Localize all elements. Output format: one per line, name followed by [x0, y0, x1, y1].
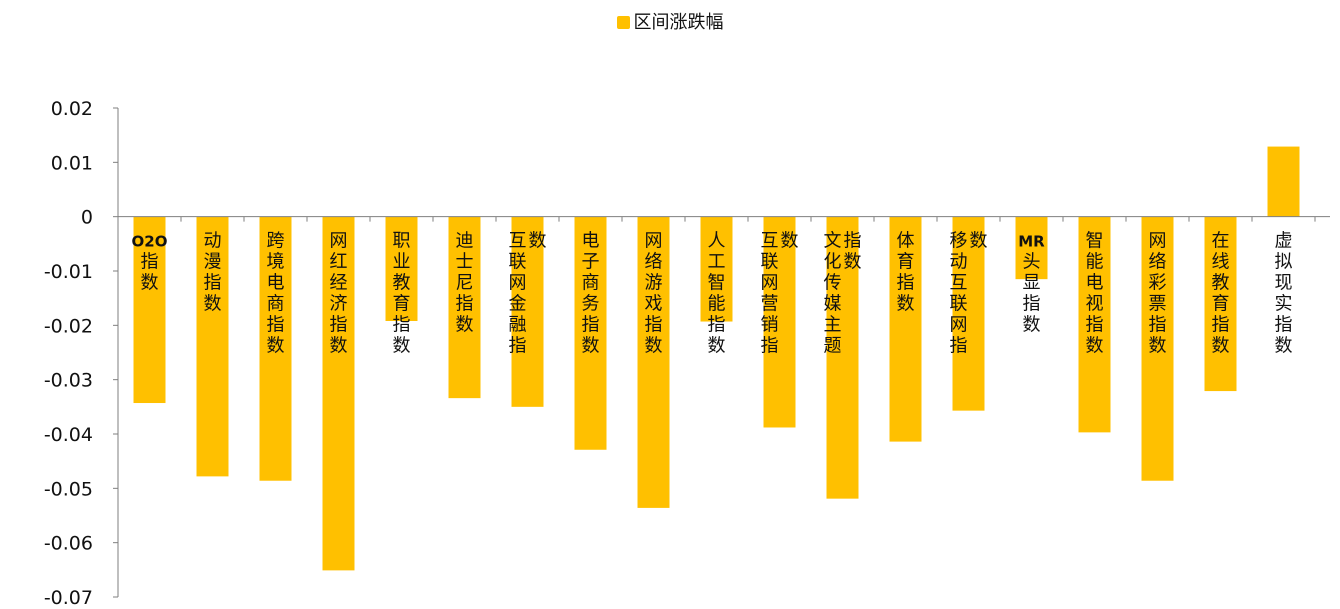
y-tick-label: -0.05 [44, 478, 93, 500]
category-label: 动漫指数 [204, 231, 222, 315]
y-tick-label: 0 [81, 207, 93, 229]
category-label: 移动互联网指数 [950, 231, 988, 357]
legend-label: 区间涨跌幅 [633, 12, 724, 33]
y-tick-label: -0.03 [44, 370, 93, 392]
bar [448, 216, 481, 399]
legend-swatch [616, 16, 630, 29]
bar [826, 216, 859, 499]
category-label: 人工智能指数 [708, 231, 726, 357]
y-tick-label: 0.01 [51, 152, 93, 174]
category-label: 互联网金融指数 [509, 231, 547, 357]
category-label: 文化传媒主题指数 [824, 231, 862, 357]
category-label: MR 头显指数 [1018, 233, 1045, 336]
bar [196, 216, 229, 477]
category-label: 网红经济指数 [330, 231, 348, 357]
legend: 区间涨跌幅 [0, 8, 1340, 34]
y-tick-label: -0.06 [44, 533, 93, 555]
bar [763, 216, 796, 428]
bar [259, 216, 292, 481]
bar [1141, 216, 1174, 481]
category-label: 跨境电商指数 [267, 231, 285, 357]
category-label: 迪士尼指数 [456, 231, 474, 336]
bar [511, 216, 544, 407]
bar [385, 216, 418, 321]
bar [1267, 146, 1300, 217]
category-label: 在线教育指数 [1212, 231, 1230, 357]
y-tick-label: 0.02 [51, 98, 93, 120]
bar [700, 216, 733, 322]
y-tick-label: -0.02 [44, 315, 93, 337]
bar [1015, 216, 1048, 280]
y-tick-label: -0.01 [44, 261, 93, 283]
category-label: 电子商务指数 [582, 231, 600, 357]
category-label: 网络彩票指数 [1149, 231, 1167, 357]
category-label: 互联网营销指数 [761, 231, 799, 357]
bar [637, 216, 670, 508]
category-label: O2O 指数 [132, 233, 168, 294]
bar [952, 216, 985, 411]
bar [1204, 216, 1237, 392]
category-label: 虚拟现实指数 [1275, 231, 1293, 357]
category-label: 网络游戏指数 [645, 231, 663, 357]
bar [889, 216, 922, 442]
category-label: 职业教育指数 [393, 231, 411, 357]
bar [322, 216, 355, 571]
bar [574, 216, 607, 450]
category-label: 体育指数 [897, 231, 915, 315]
bar [1078, 216, 1111, 433]
y-tick-label: -0.04 [44, 424, 93, 446]
bar [133, 216, 166, 404]
y-tick-label: -0.07 [44, 587, 93, 605]
category-label: 智能电视指数 [1086, 231, 1104, 357]
